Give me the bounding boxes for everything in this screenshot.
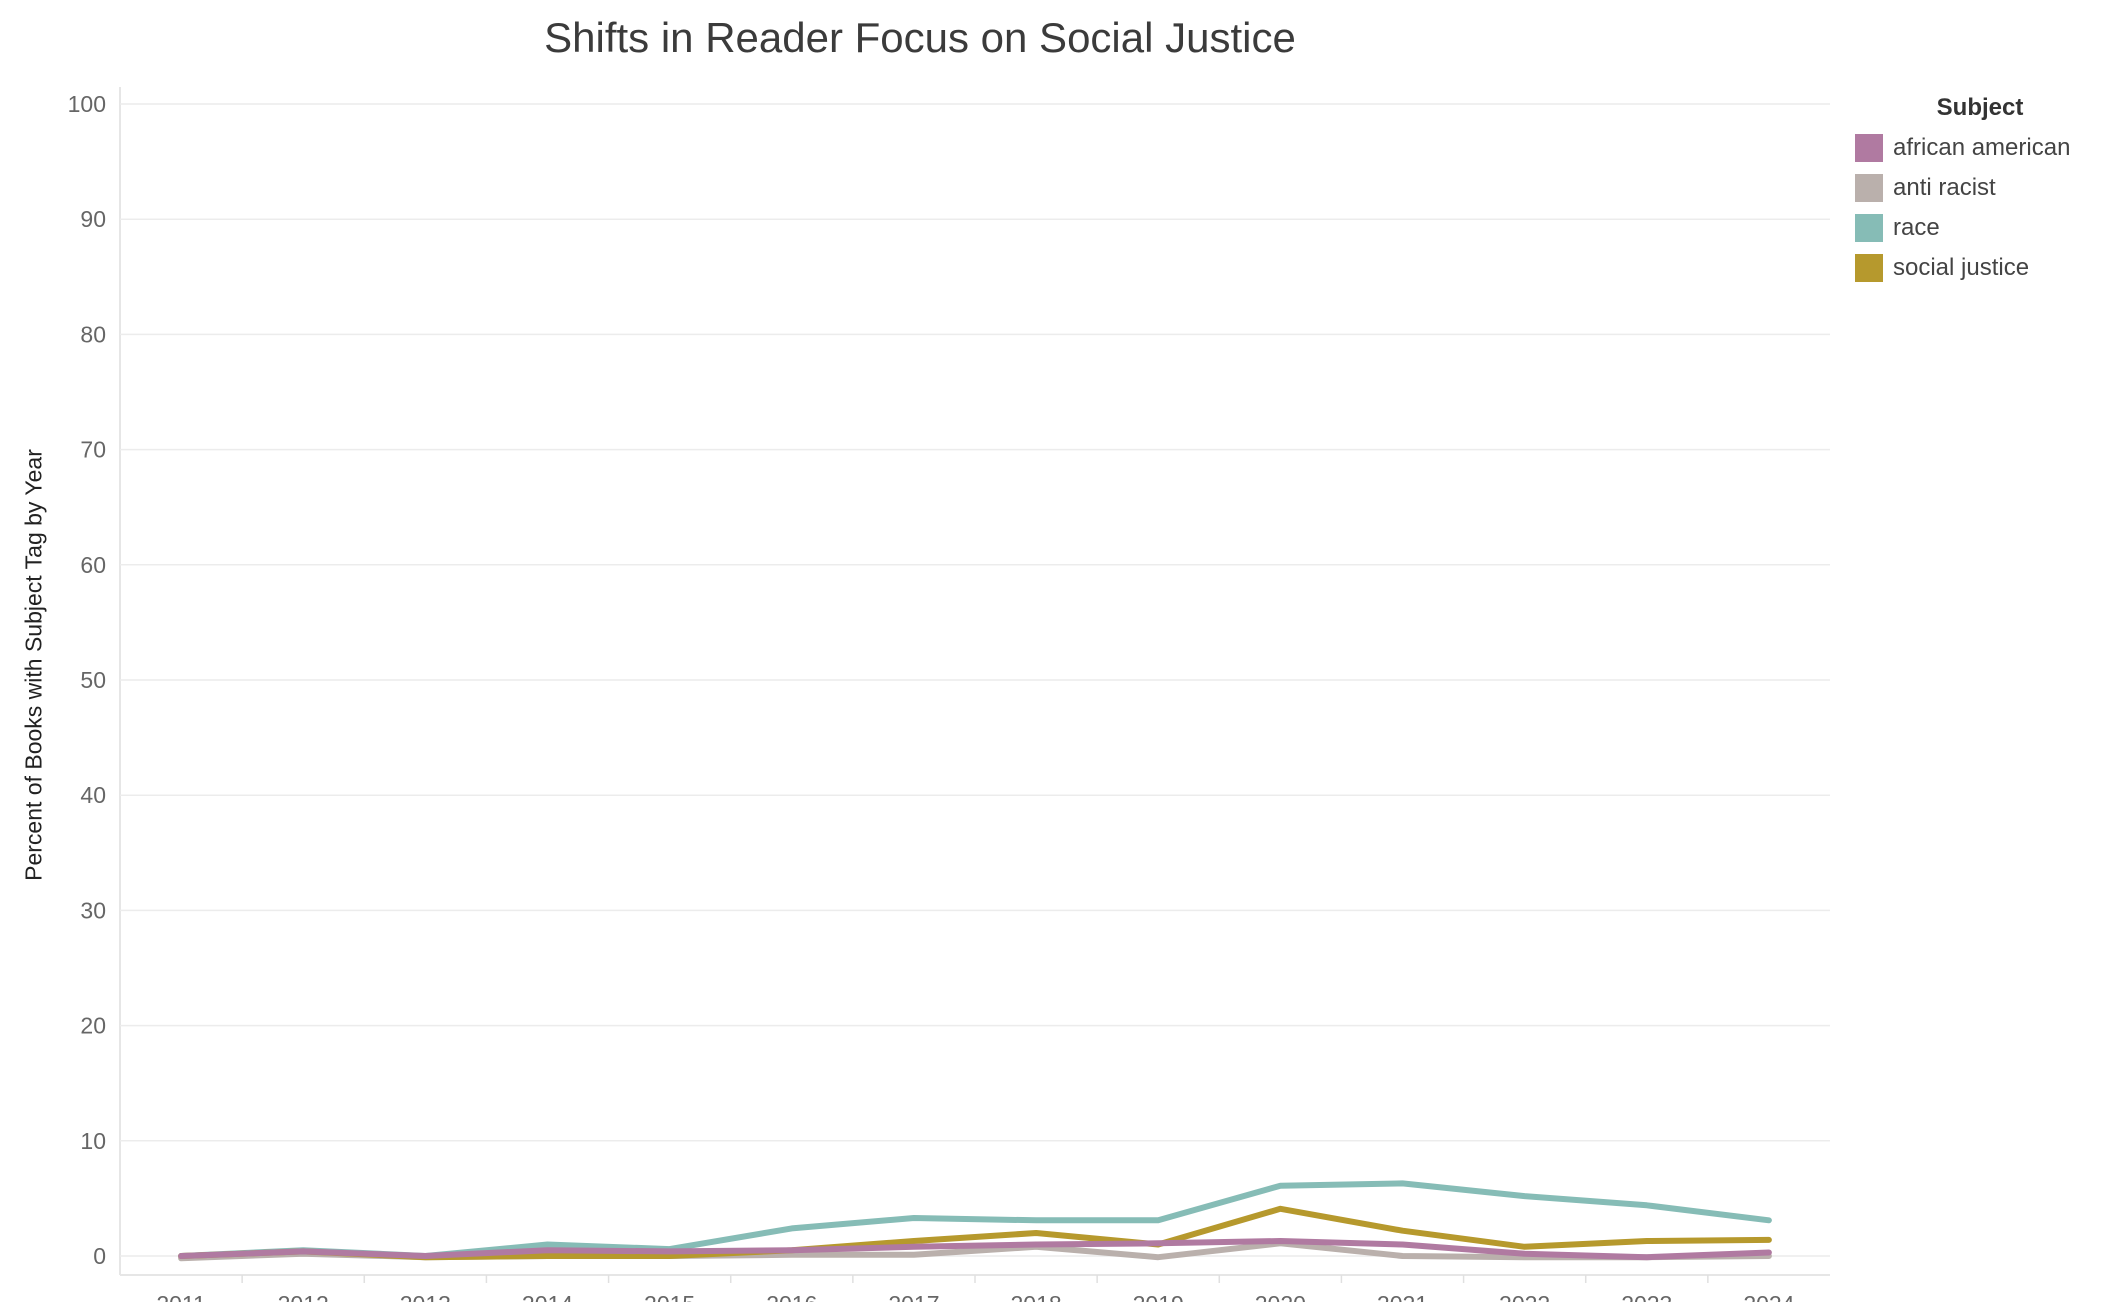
- y-tick-label: 40: [80, 782, 106, 808]
- legend-swatch: [1855, 214, 1883, 242]
- x-tick-label: 2020: [1255, 1291, 1306, 1302]
- x-tick-label: 2015: [644, 1291, 695, 1302]
- legend-item-social-justice[interactable]: social justice: [1855, 248, 2105, 288]
- legend-title: Subject: [1936, 94, 2024, 121]
- x-tick-label: 2022: [1499, 1291, 1550, 1302]
- legend-item-african-american[interactable]: african american: [1855, 128, 2105, 168]
- legend-label: african american: [1893, 134, 2071, 161]
- x-tick-label: 2011: [156, 1291, 205, 1302]
- x-tick-label: 2012: [278, 1291, 329, 1302]
- x-tick-label: 2016: [766, 1291, 817, 1302]
- x-tick-label: 2014: [522, 1291, 573, 1302]
- y-tick-label: 60: [80, 552, 106, 578]
- legend-item-anti-racist[interactable]: anti racist: [1855, 168, 2105, 208]
- x-tick-label: 2024: [1743, 1291, 1794, 1302]
- x-tick-label: 2021: [1377, 1291, 1428, 1302]
- y-tick-label: 20: [80, 1013, 106, 1039]
- legend-label: anti racist: [1893, 174, 1996, 201]
- line-chart: 0 10 20 30 40 50 60 70 80 90 100 2011 2012 2013 2014 20…: [68, 87, 1830, 1302]
- series-line-african-american: [178, 1238, 1772, 1261]
- legend-swatch: [1855, 254, 1883, 282]
- x-tick-label: 2019: [1133, 1291, 1184, 1302]
- legend-swatch: [1855, 134, 1883, 162]
- legend-label: social justice: [1893, 254, 2030, 281]
- y-tick-label: 100: [68, 91, 106, 117]
- x-tick-label: 2023: [1621, 1291, 1672, 1302]
- legend-label: race: [1893, 214, 1940, 241]
- y-tick-label: 70: [80, 437, 106, 463]
- y-tick-label: 10: [80, 1128, 106, 1154]
- x-tick-label: 2013: [400, 1291, 451, 1302]
- y-tick-label: 50: [80, 667, 106, 693]
- x-tick-label: 2017: [888, 1291, 939, 1302]
- y-tick-label: 90: [80, 206, 106, 232]
- y-tick-label: 0: [93, 1243, 106, 1269]
- y-tick-label: 30: [80, 897, 106, 923]
- legend: Subject african american anti racist rac…: [1855, 94, 2105, 288]
- legend-item-race[interactable]: race: [1855, 208, 2105, 248]
- y-tick-label: 80: [80, 321, 106, 347]
- legend-swatch: [1855, 174, 1883, 202]
- x-tick-label: 2018: [1010, 1291, 1061, 1302]
- chart-title: Shifts in Reader Focus on Social Justice: [544, 14, 1296, 61]
